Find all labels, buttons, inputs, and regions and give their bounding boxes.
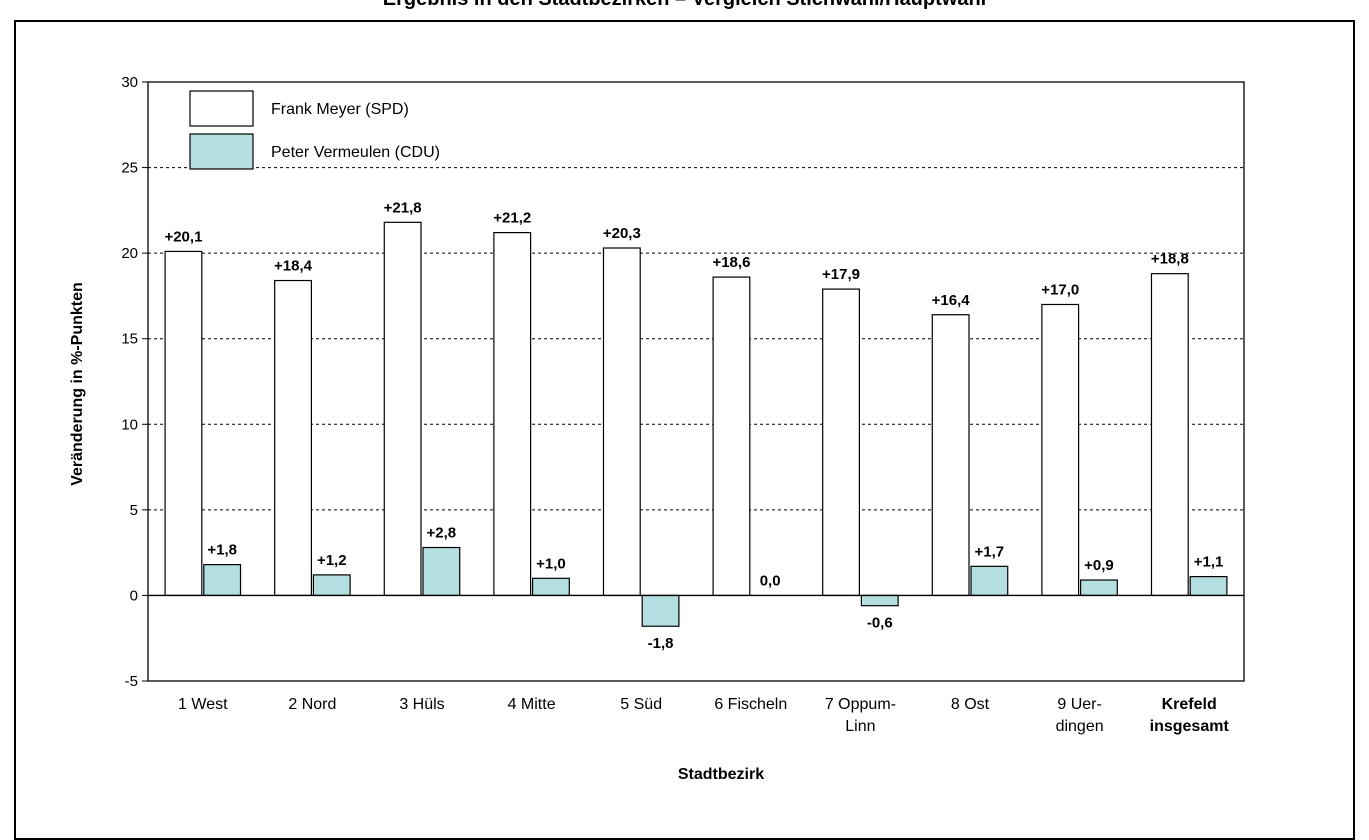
bar-cdu [860, 594, 899, 607]
plot-area-border [147, 81, 1245, 682]
data-label: +17,0 [1041, 281, 1079, 298]
chart-title: Ergebnis in den Stadtbezirken – Vergleic… [0, 0, 1369, 11]
bar-cdu [203, 564, 242, 597]
legend-label: Frank Meyer (SPD) [271, 101, 409, 118]
data-label: +18,4 [274, 258, 313, 275]
data-label: +18,8 [1151, 251, 1189, 268]
legend-label: Peter Vermeulen (CDU) [271, 144, 440, 161]
x-tick-label: Krefeld [1162, 696, 1217, 713]
axes [142, 81, 1245, 682]
legend: Frank Meyer (SPD) Peter Vermeulen (CDU) [189, 90, 440, 170]
bar-cdu [641, 594, 680, 627]
y-tick-label: 30 [121, 74, 138, 91]
data-label: +17,9 [822, 266, 860, 283]
x-tick-label: 9 Uer- [1057, 696, 1101, 713]
bar-cdu [312, 574, 351, 597]
bar-spd [1150, 273, 1189, 597]
x-tick-label: insgesamt [1150, 718, 1230, 735]
data-label: 0,0 [760, 572, 781, 589]
data-label: +1,0 [536, 555, 566, 572]
x-tick-label: 2 Nord [288, 696, 336, 713]
bars [164, 221, 1228, 627]
bar-cdu [422, 546, 461, 597]
tick-labels: -5 0 5 10 15 20 25 30 1 West 2 Nord 3 Hüls 4 Mitte 5… [121, 74, 1229, 735]
x-tick-label: 7 Oppum- [825, 696, 896, 713]
data-label: +0,9 [1084, 557, 1114, 574]
bar-cdu [970, 565, 1009, 597]
x-tick-label: 3 Hüls [399, 696, 444, 713]
x-tick-label: 5 Süd [620, 696, 662, 713]
data-label: +20,3 [603, 225, 641, 242]
legend-swatch [189, 133, 254, 170]
bar-spd [383, 221, 422, 597]
bar-spd [493, 232, 532, 597]
x-tick-label: 1 West [178, 696, 228, 713]
bar-chart: +20,1 +1,8 +18,4 +1,2 +21,8 +2,8 +21,2 +1,0 +20,… [69, 74, 1245, 783]
y-tick-label: 5 [130, 502, 138, 519]
data-labels: +20,1 +1,8 +18,4 +1,2 +21,8 +2,8 +21,2 +1,0 +20,… [164, 199, 1223, 652]
bar-spd [931, 314, 970, 597]
y-axis-label: Veränderung in %-Punkten [69, 282, 86, 486]
data-label: +16,4 [932, 292, 971, 309]
x-axis-label: Stadtbezirk [678, 766, 764, 783]
bar-spd [822, 288, 861, 597]
bar-spd [164, 250, 203, 597]
bar-cdu [1079, 579, 1118, 597]
y-tick-label: 25 [121, 160, 138, 177]
x-tick-label: 8 Ost [951, 696, 990, 713]
x-tick-label: 6 Fischeln [714, 696, 787, 713]
y-tick-label: 20 [121, 245, 138, 262]
data-label: -0,6 [867, 615, 893, 632]
bar-spd [1041, 303, 1080, 597]
data-label: +1,1 [1194, 554, 1224, 571]
bar-spd [712, 276, 751, 597]
y-tick-label: 10 [121, 416, 138, 433]
bar-spd [274, 279, 312, 597]
data-label: -1,8 [648, 635, 674, 652]
data-label: +21,2 [493, 210, 531, 227]
x-tick-label: dingen [1056, 718, 1104, 735]
data-label: +21,8 [384, 199, 422, 216]
data-label: +20,1 [164, 228, 202, 245]
data-label: +1,8 [207, 542, 237, 559]
y-tick-label: 0 [130, 587, 138, 604]
bar-spd [602, 247, 641, 597]
data-label: +2,8 [427, 525, 457, 542]
y-tick-label: -5 [125, 673, 138, 690]
data-label: +1,7 [975, 543, 1005, 560]
x-tick-label: 4 Mitte [508, 696, 556, 713]
bar-cdu [1189, 576, 1228, 597]
x-tick-label: Linn [845, 718, 875, 735]
legend-swatch [189, 90, 254, 127]
data-label: +18,6 [712, 254, 750, 271]
y-tick-label: 15 [121, 331, 138, 348]
bar-cdu [531, 577, 570, 597]
data-label: +1,2 [317, 552, 347, 569]
